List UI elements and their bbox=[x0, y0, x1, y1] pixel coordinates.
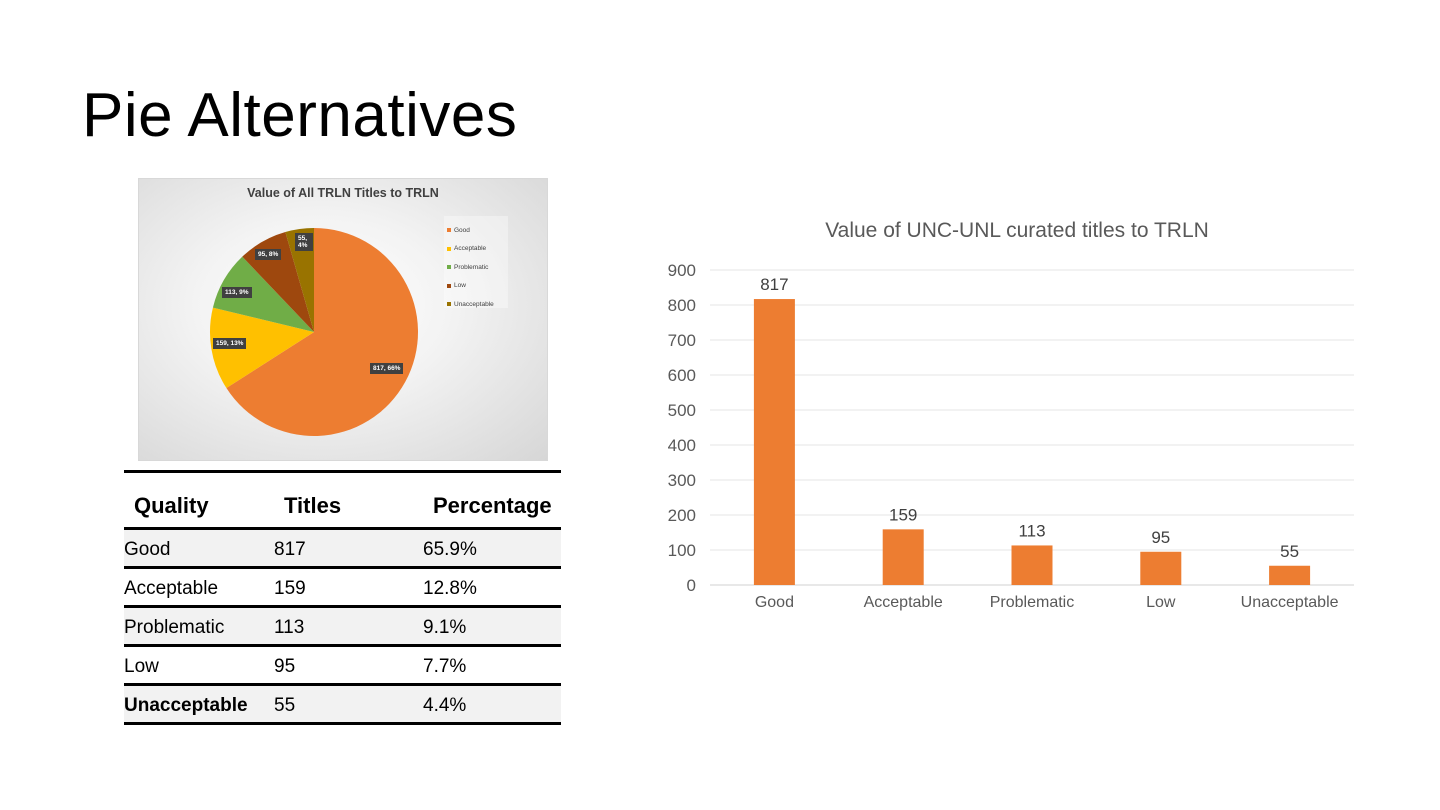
pie-label-good: 817, 66% bbox=[370, 363, 404, 374]
bar-data-label: 113 bbox=[1018, 521, 1045, 540]
x-tick-label: Problematic bbox=[990, 594, 1074, 611]
pie-slice-acceptable bbox=[210, 307, 314, 389]
bar-acceptable bbox=[882, 529, 924, 585]
legend-swatch bbox=[447, 283, 451, 288]
y-tick-label: 0 bbox=[687, 576, 696, 595]
bar-chart-title: Value of UNC-UNL curated titles to TRLN bbox=[825, 219, 1209, 242]
bar-data-label: 95 bbox=[1151, 528, 1170, 547]
y-tick-label: 700 bbox=[668, 331, 696, 350]
cell-percentage: 7.7% bbox=[423, 645, 561, 686]
legend-label: Acceptable bbox=[454, 245, 487, 253]
header-percentage: Percentage bbox=[423, 470, 561, 530]
table-row: Unacceptable 55 4.4% bbox=[124, 684, 561, 725]
pie-chart-title: Value of All TRLN Titles to TRLN bbox=[247, 186, 439, 200]
y-tick-label: 100 bbox=[668, 541, 696, 560]
legend-item-low: Low bbox=[444, 277, 508, 296]
legend-label: Unacceptable bbox=[454, 300, 494, 308]
legend-swatch bbox=[447, 265, 451, 270]
legend-label: Problematic bbox=[454, 263, 489, 271]
table-row: Good 817 65.9% bbox=[124, 528, 561, 569]
cell-titles: 159 bbox=[274, 567, 423, 608]
table-row: Acceptable 159 12.8% bbox=[124, 567, 561, 608]
legend-item-unacceptable: Unacceptable bbox=[444, 295, 508, 314]
legend-label: Low bbox=[454, 282, 466, 290]
header-quality: Quality bbox=[124, 470, 274, 530]
legend-item-acceptable: Acceptable bbox=[444, 240, 508, 259]
x-tick-label: Unacceptable bbox=[1241, 594, 1339, 611]
y-tick-label: 400 bbox=[668, 436, 696, 455]
bar-problematic bbox=[1011, 545, 1053, 585]
x-tick-label: Low bbox=[1146, 594, 1176, 611]
cell-percentage: 65.9% bbox=[423, 528, 561, 569]
cell-titles: 55 bbox=[274, 684, 423, 725]
legend-item-problematic: Problematic bbox=[444, 258, 508, 277]
bar-data-label: 55 bbox=[1280, 542, 1299, 561]
bar-chart-container: Value of UNC-UNL curated titles to TRLN … bbox=[640, 205, 1400, 630]
table-row: Low 95 7.7% bbox=[124, 645, 561, 686]
pie-label-problematic: 113, 9% bbox=[222, 287, 252, 298]
pie-slice-good bbox=[226, 228, 418, 436]
pie-slice-problematic bbox=[212, 256, 314, 332]
pie-slice-unacceptable bbox=[285, 228, 314, 332]
y-tick-label: 900 bbox=[668, 261, 696, 280]
pie-label-unacceptable: 55, 4% bbox=[295, 233, 313, 251]
cell-percentage: 4.4% bbox=[423, 684, 561, 725]
pie-chart-image: Value of All TRLN Titles to TRLN Good Ac… bbox=[138, 178, 548, 461]
cell-titles: 113 bbox=[274, 606, 423, 647]
cell-quality: Acceptable bbox=[124, 567, 274, 608]
legend-swatch bbox=[447, 302, 451, 307]
cell-quality: Low bbox=[124, 645, 274, 686]
header-titles: Titles bbox=[274, 470, 423, 530]
cell-quality: Unacceptable bbox=[124, 684, 274, 725]
cell-percentage: 12.8% bbox=[423, 567, 561, 608]
pie-legend: Good Acceptable Problematic Low Unaccept… bbox=[444, 216, 508, 308]
y-tick-label: 600 bbox=[668, 366, 696, 385]
cell-titles: 817 bbox=[274, 528, 423, 569]
legend-label: Good bbox=[454, 226, 470, 234]
y-tick-label: 500 bbox=[668, 401, 696, 420]
cell-percentage: 9.1% bbox=[423, 606, 561, 647]
slide-title: Pie Alternatives bbox=[82, 81, 518, 150]
pie-label-acceptable: 159, 13% bbox=[213, 338, 247, 349]
y-tick-label: 300 bbox=[668, 471, 696, 490]
table-row: Problematic 113 9.1% bbox=[124, 606, 561, 647]
y-tick-label: 200 bbox=[668, 506, 696, 525]
legend-swatch bbox=[447, 246, 451, 251]
y-tick-label: 800 bbox=[668, 296, 696, 315]
pie-label-low: 95, 8% bbox=[255, 249, 282, 260]
bar-good bbox=[753, 299, 795, 585]
quality-table: Quality Titles Percentage Good 817 65.9%… bbox=[124, 470, 561, 725]
bar-unacceptable bbox=[1269, 565, 1311, 585]
legend-swatch bbox=[447, 228, 451, 233]
x-tick-label: Acceptable bbox=[864, 594, 943, 611]
cell-quality: Problematic bbox=[124, 606, 274, 647]
bar-chart: 0 100 200 300 400 500 600 700 800 900 817 Good 159 Ac… bbox=[668, 261, 1354, 611]
bar-data-label: 817 bbox=[760, 275, 788, 294]
bar-low bbox=[1140, 551, 1182, 585]
cell-titles: 95 bbox=[274, 645, 423, 686]
cell-quality: Good bbox=[124, 528, 274, 569]
bar-data-label: 159 bbox=[889, 505, 917, 524]
table-header-row: Quality Titles Percentage bbox=[124, 470, 561, 530]
x-tick-label: Good bbox=[755, 594, 794, 611]
legend-item-good: Good bbox=[444, 221, 508, 240]
